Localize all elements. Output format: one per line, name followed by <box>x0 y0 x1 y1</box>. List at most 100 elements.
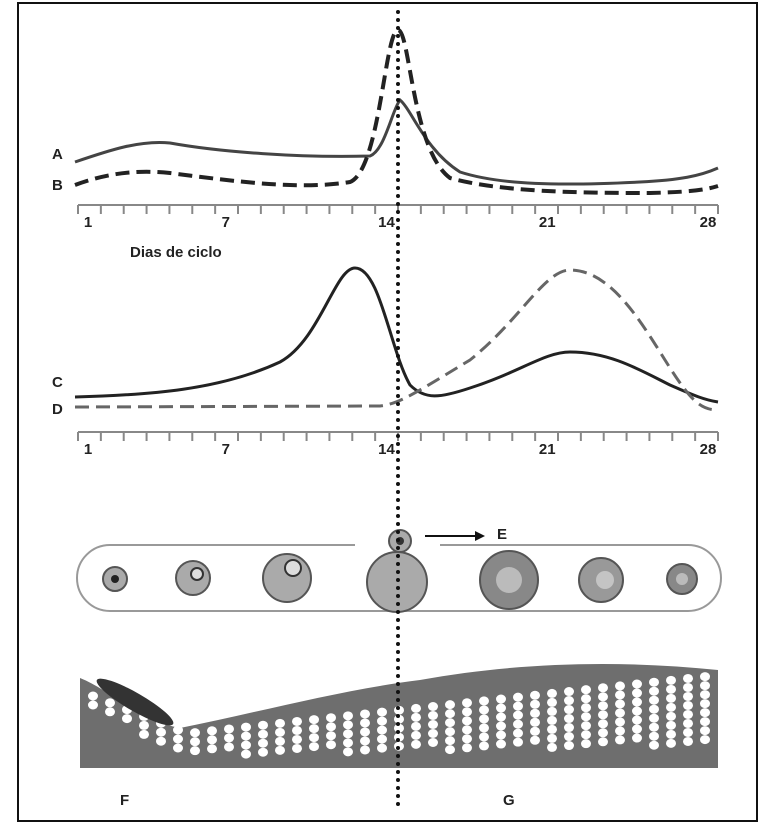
gland <box>394 723 404 733</box>
gland <box>683 727 693 737</box>
gland <box>496 712 506 722</box>
gland <box>360 727 370 737</box>
gland <box>462 743 472 753</box>
gland <box>700 708 710 718</box>
gland <box>445 709 455 719</box>
gland <box>411 721 421 731</box>
gland <box>343 738 353 748</box>
tick-label: 21 <box>539 441 556 458</box>
gland <box>513 701 523 711</box>
gland <box>292 743 302 753</box>
gland <box>615 726 625 736</box>
gland <box>241 722 251 732</box>
corpus-core <box>596 571 614 589</box>
gland <box>666 729 676 739</box>
label: C <box>52 374 63 391</box>
gland <box>105 698 115 708</box>
gland <box>309 733 319 743</box>
gland <box>530 690 540 700</box>
gland <box>445 745 455 755</box>
gland <box>207 726 217 736</box>
gland <box>343 747 353 757</box>
gland <box>309 724 319 734</box>
gland <box>428 711 438 720</box>
gland <box>513 710 523 720</box>
gland <box>683 673 693 683</box>
tick-label: 28 <box>700 441 717 458</box>
gland <box>581 730 591 740</box>
gland <box>156 736 166 746</box>
gland <box>598 719 608 729</box>
gland <box>513 728 523 738</box>
tick-label: 28 <box>700 214 717 231</box>
gland <box>598 701 608 711</box>
gland <box>683 709 693 719</box>
gland <box>326 731 336 741</box>
gland <box>564 732 574 742</box>
gland <box>479 723 489 733</box>
curve-b <box>74 27 719 196</box>
gland <box>666 720 676 730</box>
gland <box>632 706 642 716</box>
gland <box>547 733 557 743</box>
gland <box>581 703 591 713</box>
arrow-head <box>475 531 485 541</box>
gland <box>479 741 489 751</box>
gland <box>377 707 387 717</box>
gland <box>326 740 336 750</box>
gland <box>581 721 591 731</box>
gland <box>411 730 421 740</box>
gland <box>666 675 676 685</box>
gland <box>700 717 710 727</box>
gland <box>445 727 455 737</box>
gland <box>632 733 642 743</box>
label: A <box>52 146 63 163</box>
gland <box>360 736 370 746</box>
follicle <box>262 553 312 603</box>
gland <box>581 712 591 722</box>
gland <box>649 740 659 750</box>
gland <box>343 711 353 721</box>
gland <box>632 688 642 698</box>
gland <box>258 747 268 757</box>
gland <box>598 683 608 693</box>
follicle-core <box>111 575 119 583</box>
gland <box>598 728 608 738</box>
gland <box>258 720 268 730</box>
gland <box>411 739 421 749</box>
gland <box>581 694 591 704</box>
gland <box>547 697 557 707</box>
gland <box>666 738 676 748</box>
gland <box>462 698 472 708</box>
gland <box>224 733 234 743</box>
gland <box>88 691 98 701</box>
gland <box>173 743 183 753</box>
gland <box>632 679 642 689</box>
gland <box>258 738 268 748</box>
gland <box>700 735 710 745</box>
label: F <box>120 792 129 809</box>
gland <box>445 700 455 710</box>
gland <box>700 672 710 682</box>
gland <box>479 696 489 706</box>
gland <box>547 742 557 752</box>
gland <box>564 705 574 715</box>
gland <box>224 724 234 734</box>
gland <box>683 700 693 710</box>
gland <box>683 736 693 746</box>
gland <box>666 711 676 721</box>
gland <box>530 708 540 718</box>
gland <box>666 684 676 694</box>
gland <box>564 741 574 751</box>
gland <box>360 745 370 755</box>
gland <box>530 699 540 709</box>
axis-title: Dias de ciclo <box>130 244 222 261</box>
gland <box>564 714 574 724</box>
gland <box>615 708 625 718</box>
gland <box>275 718 285 728</box>
gland <box>445 718 455 728</box>
gland <box>309 742 319 752</box>
curve-c <box>74 266 719 404</box>
gland <box>615 690 625 700</box>
label: E <box>497 526 507 543</box>
